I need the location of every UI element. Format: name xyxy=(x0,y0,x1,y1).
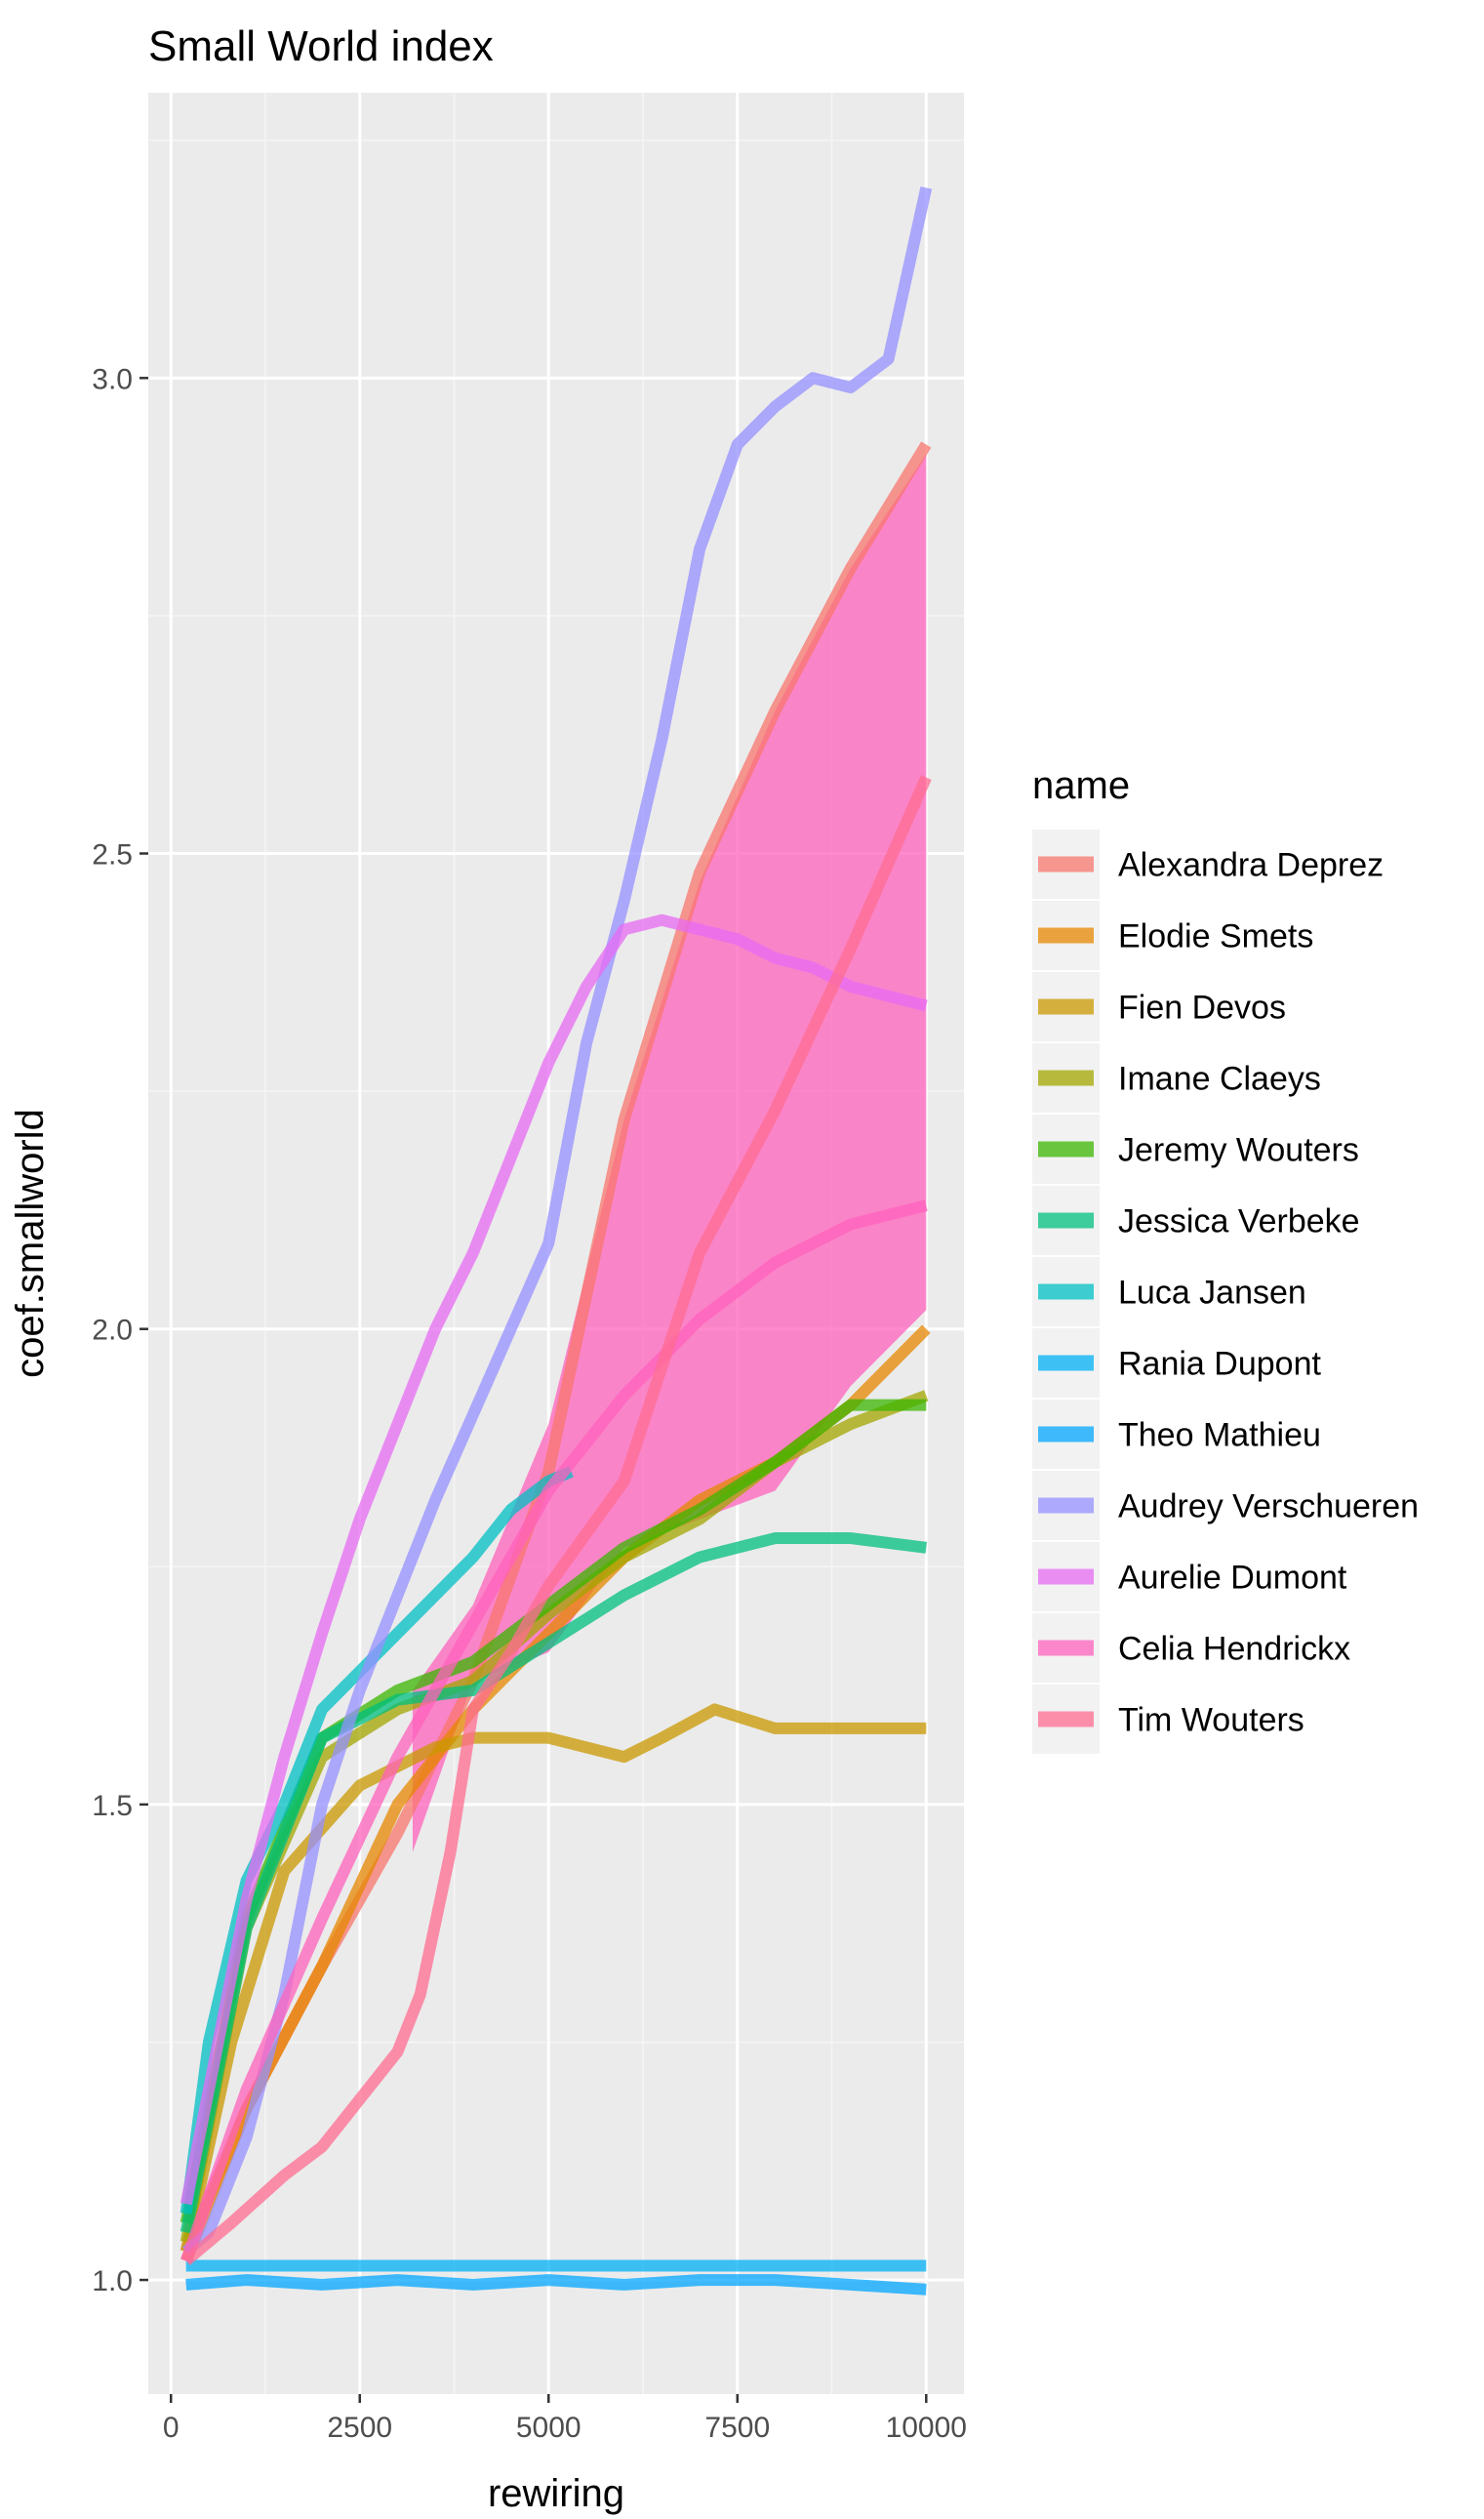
legend-label: Tim Wouters xyxy=(1118,1702,1304,1739)
legend-label: Jeremy Wouters xyxy=(1118,1132,1359,1169)
series-line xyxy=(180,1532,928,2234)
y-tick-label: 2.0 xyxy=(92,1315,133,1347)
legend-label: Celia Hendrickx xyxy=(1118,1631,1350,1668)
legend-label: Luca Jansen xyxy=(1118,1275,1306,1312)
legend-label: Alexandra Deprez xyxy=(1118,847,1384,884)
series-line xyxy=(181,186,933,2256)
y-tick-label: 2.5 xyxy=(92,839,133,872)
series-line xyxy=(181,775,932,2266)
x-tick-label: 0 xyxy=(163,2412,180,2444)
series-layer xyxy=(180,186,933,2296)
legend-label: Theo Mathieu xyxy=(1118,1417,1321,1454)
chart-title: Small World index xyxy=(148,22,494,70)
x-tick-label: 2500 xyxy=(327,2412,392,2444)
series-line xyxy=(185,2274,927,2296)
legend-label: Jessica Verbeke xyxy=(1118,1203,1360,1240)
legend-label: Fien Devos xyxy=(1118,990,1286,1027)
legend-label: Audrey Verschueren xyxy=(1118,1488,1419,1525)
legend-label: Rania Dupont xyxy=(1118,1346,1321,1383)
legend-label: Imane Claeys xyxy=(1118,1061,1321,1098)
y-tick-label: 1.5 xyxy=(92,1790,133,1822)
legend: name Alexandra Deprez Elodie Smets Fien De… xyxy=(1032,764,1419,1754)
x-tick-label: 5000 xyxy=(516,2412,582,2444)
legend-title: name xyxy=(1032,764,1130,807)
y-axis-title: coef.smallworld xyxy=(9,1109,52,1378)
series-line xyxy=(180,1703,927,2254)
x-tick-label: 10000 xyxy=(886,2412,967,2444)
x-tick-label: 7500 xyxy=(704,2412,770,2444)
axes: 0 2500 5000 7500 10000 1.0 1.5 2.0 2.5 3.0 xyxy=(92,363,967,2444)
x-axis-title: rewiring xyxy=(488,2472,624,2515)
y-tick-label: 1.0 xyxy=(92,2265,133,2297)
series-line xyxy=(180,1199,928,2263)
series-line xyxy=(180,914,928,2206)
legend-label: Aurelie Dumont xyxy=(1118,1560,1347,1597)
legend-label: Elodie Smets xyxy=(1118,918,1313,955)
y-tick-label: 3.0 xyxy=(92,363,133,395)
series-line xyxy=(180,1466,574,2214)
